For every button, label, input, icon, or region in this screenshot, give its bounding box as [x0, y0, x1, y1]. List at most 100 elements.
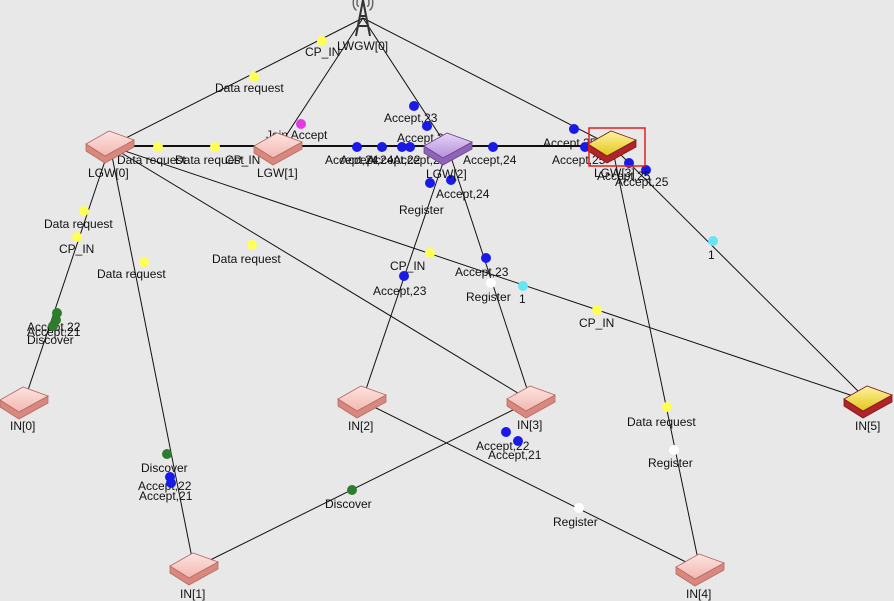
- message[interactable]: Accept,25: [615, 165, 669, 189]
- message[interactable]: CP_IN: [390, 248, 435, 273]
- message[interactable]: Register: [399, 178, 444, 217]
- message[interactable]: Accept,24: [325, 142, 379, 167]
- node-in2[interactable]: [337, 385, 387, 419]
- message-label: Discover: [141, 461, 188, 475]
- node-lgw1[interactable]: [253, 132, 303, 166]
- message-dot: [513, 436, 523, 446]
- message-label: Accept,25: [597, 169, 651, 183]
- message[interactable]: Accept,24: [463, 142, 517, 167]
- message-label: Discover: [27, 333, 74, 347]
- message[interactable]: Data request: [117, 142, 186, 167]
- message-label: Register: [399, 203, 444, 217]
- message-label: Register: [648, 456, 693, 470]
- link-lgw2-in3: [447, 147, 532, 402]
- message[interactable]: Discover: [27, 321, 74, 347]
- message[interactable]: Data request: [215, 72, 284, 95]
- message-dot: [662, 402, 672, 412]
- message[interactable]: Data request: [627, 402, 696, 429]
- node-lgw3[interactable]: [587, 127, 646, 167]
- message-label: Data request: [212, 252, 281, 266]
- router-pink-icon: [675, 553, 725, 587]
- message[interactable]: CP_IN: [579, 305, 614, 330]
- message[interactable]: CP_IN: [59, 232, 94, 256]
- message[interactable]: Accept,24: [340, 142, 394, 167]
- message-dot: [79, 206, 89, 216]
- message-label: Accept,21: [27, 325, 81, 339]
- message-dot: [139, 257, 149, 267]
- message[interactable]: Accept,23: [384, 101, 438, 125]
- link-lgw3-in5: [611, 145, 869, 402]
- router-pink-icon: [0, 386, 49, 420]
- link-lgw0-in0: [23, 145, 111, 403]
- message[interactable]: Discover: [325, 485, 372, 511]
- node-label-in0: IN[0]: [10, 419, 35, 433]
- message[interactable]: Discover: [141, 449, 188, 475]
- antenna-icon: [352, 0, 374, 37]
- message[interactable]: Register: [648, 445, 693, 470]
- node-label-in3: IN[3]: [517, 418, 542, 432]
- message[interactable]: CP_IN: [305, 36, 340, 59]
- message-label: Data request: [97, 267, 166, 281]
- message[interactable]: Register: [466, 278, 511, 304]
- node-lgw0[interactable]: [85, 130, 135, 164]
- message[interactable]: Accept,23: [455, 253, 509, 279]
- node-in1[interactable]: [169, 552, 219, 586]
- message[interactable]: Accept,21: [139, 478, 193, 503]
- message[interactable]: Accept,24: [436, 175, 490, 201]
- message-label: Accept,23: [455, 265, 509, 279]
- message-label: Accept,23: [384, 111, 438, 125]
- message-label: CP_IN: [59, 242, 94, 256]
- message-label: Data request: [117, 153, 186, 167]
- message-label: Accept,25: [615, 175, 669, 189]
- message[interactable]: 1: [518, 281, 528, 306]
- message-dot: [518, 281, 528, 291]
- message-dot: [501, 427, 511, 437]
- message[interactable]: Accept,22: [367, 142, 421, 167]
- message-label: 1: [708, 248, 715, 262]
- router-yellow-icon: [843, 385, 893, 419]
- message-dot: [580, 142, 590, 152]
- link-lgw0-in1: [109, 145, 195, 569]
- message[interactable]: Accept,23: [373, 271, 427, 298]
- message-label: Data request: [627, 415, 696, 429]
- message-dot: [486, 278, 496, 288]
- message-dot: [425, 178, 435, 188]
- node-in5[interactable]: [843, 385, 893, 419]
- message[interactable]: Accept,25: [552, 142, 606, 167]
- message[interactable]: Data request: [97, 257, 166, 281]
- message-dot: [488, 142, 498, 152]
- router-pink-icon: [253, 132, 303, 166]
- message-dot: [708, 236, 718, 246]
- link-lgw0-in3: [109, 145, 532, 402]
- message-label: Data request: [215, 81, 284, 95]
- message-label: Discover: [325, 497, 372, 511]
- labels-layer: LWGW[0] LGW[0] LGW[1] LGW[2] LGW[3] IN[0] IN[1…: [10, 39, 880, 601]
- message[interactable]: Register: [553, 503, 598, 529]
- node-lgw2[interactable]: [423, 132, 473, 166]
- link-in1-in3: [193, 400, 532, 569]
- message-label: Accept,23: [373, 284, 427, 298]
- message-dot: [352, 142, 362, 152]
- message-dot: [409, 101, 419, 111]
- message[interactable]: 1: [708, 236, 718, 262]
- node-in0[interactable]: [0, 386, 49, 420]
- message-dot: [574, 503, 584, 513]
- message[interactable]: Data request: [212, 240, 281, 266]
- node-in3[interactable]: [506, 385, 556, 419]
- router-pink-icon: [506, 385, 556, 419]
- message-dot: [641, 165, 651, 175]
- message-label: CP_IN: [390, 259, 425, 273]
- message-dot: [48, 321, 58, 331]
- message[interactable]: Data request: [44, 206, 113, 231]
- message[interactable]: Accept,21: [488, 436, 542, 462]
- node-in4[interactable]: [675, 553, 725, 587]
- message[interactable]: Data request: [175, 142, 244, 167]
- message-dot: [162, 449, 172, 459]
- nodes-layer: [0, 0, 893, 587]
- node-label-lwgw0: LWGW[0]: [337, 39, 388, 53]
- node-label-lgw2: LGW[2]: [426, 167, 467, 181]
- message-dot: [592, 305, 602, 315]
- node-label-in1: IN[1]: [180, 587, 205, 601]
- node-lwgw0[interactable]: [352, 0, 374, 37]
